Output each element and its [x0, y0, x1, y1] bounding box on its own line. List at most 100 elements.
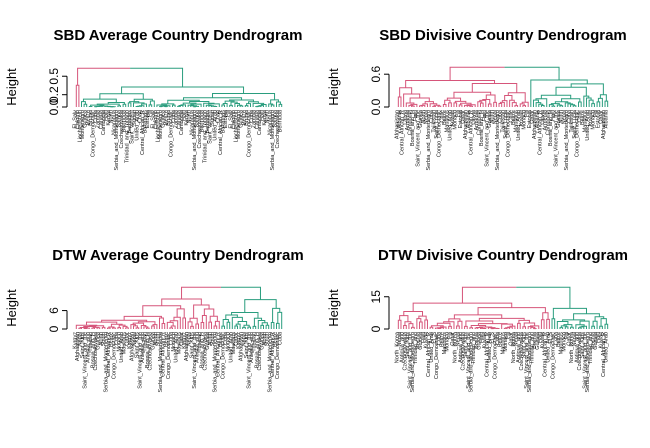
- dendrogram-link: [475, 328, 478, 329]
- dendrogram-link: [552, 106, 555, 107]
- dendrogram-link: [479, 327, 491, 328]
- dendrogram-link: [565, 327, 568, 329]
- dendrogram-link: [600, 326, 603, 329]
- dendrogram-link: [445, 100, 450, 104]
- y-tick-label: 0.5: [47, 68, 61, 85]
- dendrogram-link: [605, 324, 608, 329]
- y-tick-label: 6: [47, 307, 61, 314]
- dendrogram-link: [593, 321, 597, 329]
- dendrogram-link: [245, 300, 276, 313]
- leaf-label: Bermuda: [278, 109, 284, 132]
- leaf-label: Cuba: [278, 331, 284, 345]
- leaf-label: Albania: [604, 109, 610, 128]
- dendrogram-link: [552, 319, 555, 329]
- dendrogram-link: [195, 106, 199, 107]
- dendrogram-link: [83, 99, 116, 102]
- dendrogram-link: [486, 95, 495, 102]
- dendrogram-link: [188, 322, 192, 329]
- dendrogram-link: [235, 326, 238, 329]
- dendrogram-link: [541, 320, 544, 329]
- dendrogram-link: [601, 319, 606, 327]
- y-axis-label: Height: [326, 68, 341, 106]
- dendrogram-link: [271, 322, 274, 329]
- dendrogram-link: [261, 325, 264, 329]
- dendrogram-link: [178, 106, 181, 107]
- dendrogram-link: [450, 67, 504, 80]
- dendrogram-link: [541, 95, 570, 98]
- dendrogram-link: [409, 324, 413, 329]
- dendrogram-link: [512, 103, 516, 107]
- dendrogram-link: [462, 287, 516, 303]
- dendrogram-link: [223, 320, 228, 327]
- dendrogram-link: [488, 104, 491, 107]
- dendrogram-link: [579, 102, 582, 107]
- dendrogram-link: [124, 316, 161, 320]
- dendrogram-link: [516, 287, 570, 308]
- dendrogram-link: [560, 106, 563, 107]
- dendrogram-link: [128, 103, 131, 107]
- dendrogram-link: [245, 106, 248, 107]
- dendrogram-link: [420, 106, 423, 107]
- dendrogram-link: [412, 327, 415, 329]
- dendrogram-link: [499, 104, 502, 107]
- dendrogram-link: [243, 327, 246, 329]
- dendrogram-link: [271, 105, 274, 107]
- dendrogram-link: [454, 92, 491, 98]
- dendrogram-link: [523, 327, 526, 329]
- dendrogram-link: [118, 328, 121, 329]
- dendrogram-link: [592, 326, 595, 329]
- dendrogram-link: [108, 328, 111, 329]
- dendrogram-link: [102, 327, 105, 329]
- dendrogram-link: [266, 325, 269, 329]
- dendrogram-link: [505, 67, 559, 80]
- dendrogram-link: [79, 328, 82, 329]
- dendrogram-link: [410, 98, 429, 103]
- dendrogram-panel-3: DTW Average Country DendrogramHeight06Ky…: [4, 247, 304, 393]
- dendrogram-link: [84, 104, 87, 107]
- dendrogram-link: [191, 326, 194, 329]
- dendrogram-link: [253, 326, 256, 329]
- dendrogram-link: [406, 81, 495, 88]
- dendrogram-link: [541, 106, 544, 107]
- dendrogram-link: [573, 106, 576, 107]
- dendrogram-link: [190, 318, 197, 324]
- dendrogram-link: [398, 97, 401, 107]
- dendrogram-link: [504, 328, 507, 329]
- dendrogram-link: [149, 105, 152, 107]
- y-tick-label: 15: [369, 290, 383, 304]
- dendrogram-link: [417, 319, 421, 329]
- dendrogram-link: [238, 321, 246, 325]
- dendrogram-link: [523, 106, 526, 107]
- dendrogram-link: [182, 287, 221, 299]
- dendrogram-link: [230, 105, 233, 107]
- dendrogram-link: [209, 322, 212, 329]
- dendrogram-link: [560, 328, 563, 329]
- dendrogram-link: [515, 106, 518, 107]
- dendrogram-link: [518, 323, 521, 329]
- dendrogram-link: [398, 320, 401, 329]
- leaf-label: United_Arab: [604, 332, 610, 363]
- dendrogram-link: [454, 103, 457, 107]
- dendrogram-link: [236, 324, 240, 329]
- dendrogram-link: [177, 309, 184, 318]
- dendrogram-link: [273, 308, 280, 322]
- y-tick-label: 0.6: [369, 66, 383, 83]
- dendrogram-link: [449, 103, 452, 107]
- dendrogram-link: [592, 104, 595, 107]
- chart-title: SBD Average Country Dendrogram: [54, 27, 303, 44]
- y-tick-label: 0.0: [369, 98, 383, 115]
- dendrogram-link: [76, 85, 79, 107]
- dendrogram-link: [89, 106, 92, 107]
- dendrogram-link: [597, 102, 600, 107]
- dendrogram-link: [100, 94, 143, 100]
- dendrogram-link: [470, 106, 473, 107]
- dendrogram-link: [136, 328, 139, 329]
- dendrogram-link: [420, 322, 423, 329]
- dendrogram-link: [92, 328, 95, 329]
- dendrogram-link: [605, 101, 608, 107]
- dendrogram-link: [222, 105, 225, 107]
- dendrogram-link: [508, 93, 525, 102]
- dendrogram-link: [170, 328, 173, 329]
- y-axis-label: Height: [4, 68, 19, 106]
